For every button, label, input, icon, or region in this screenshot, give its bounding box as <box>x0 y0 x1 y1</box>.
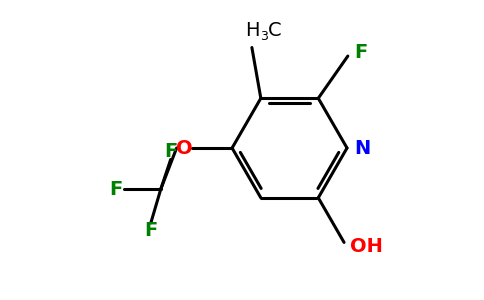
Text: F: F <box>144 221 157 240</box>
Text: O: O <box>176 139 193 158</box>
Text: F: F <box>164 142 177 161</box>
Text: N: N <box>354 139 370 158</box>
Text: F: F <box>109 180 123 199</box>
Text: C: C <box>268 21 281 40</box>
Text: H: H <box>244 21 259 40</box>
Text: F: F <box>354 43 367 61</box>
Text: OH: OH <box>350 237 383 256</box>
Text: 3: 3 <box>260 30 268 43</box>
